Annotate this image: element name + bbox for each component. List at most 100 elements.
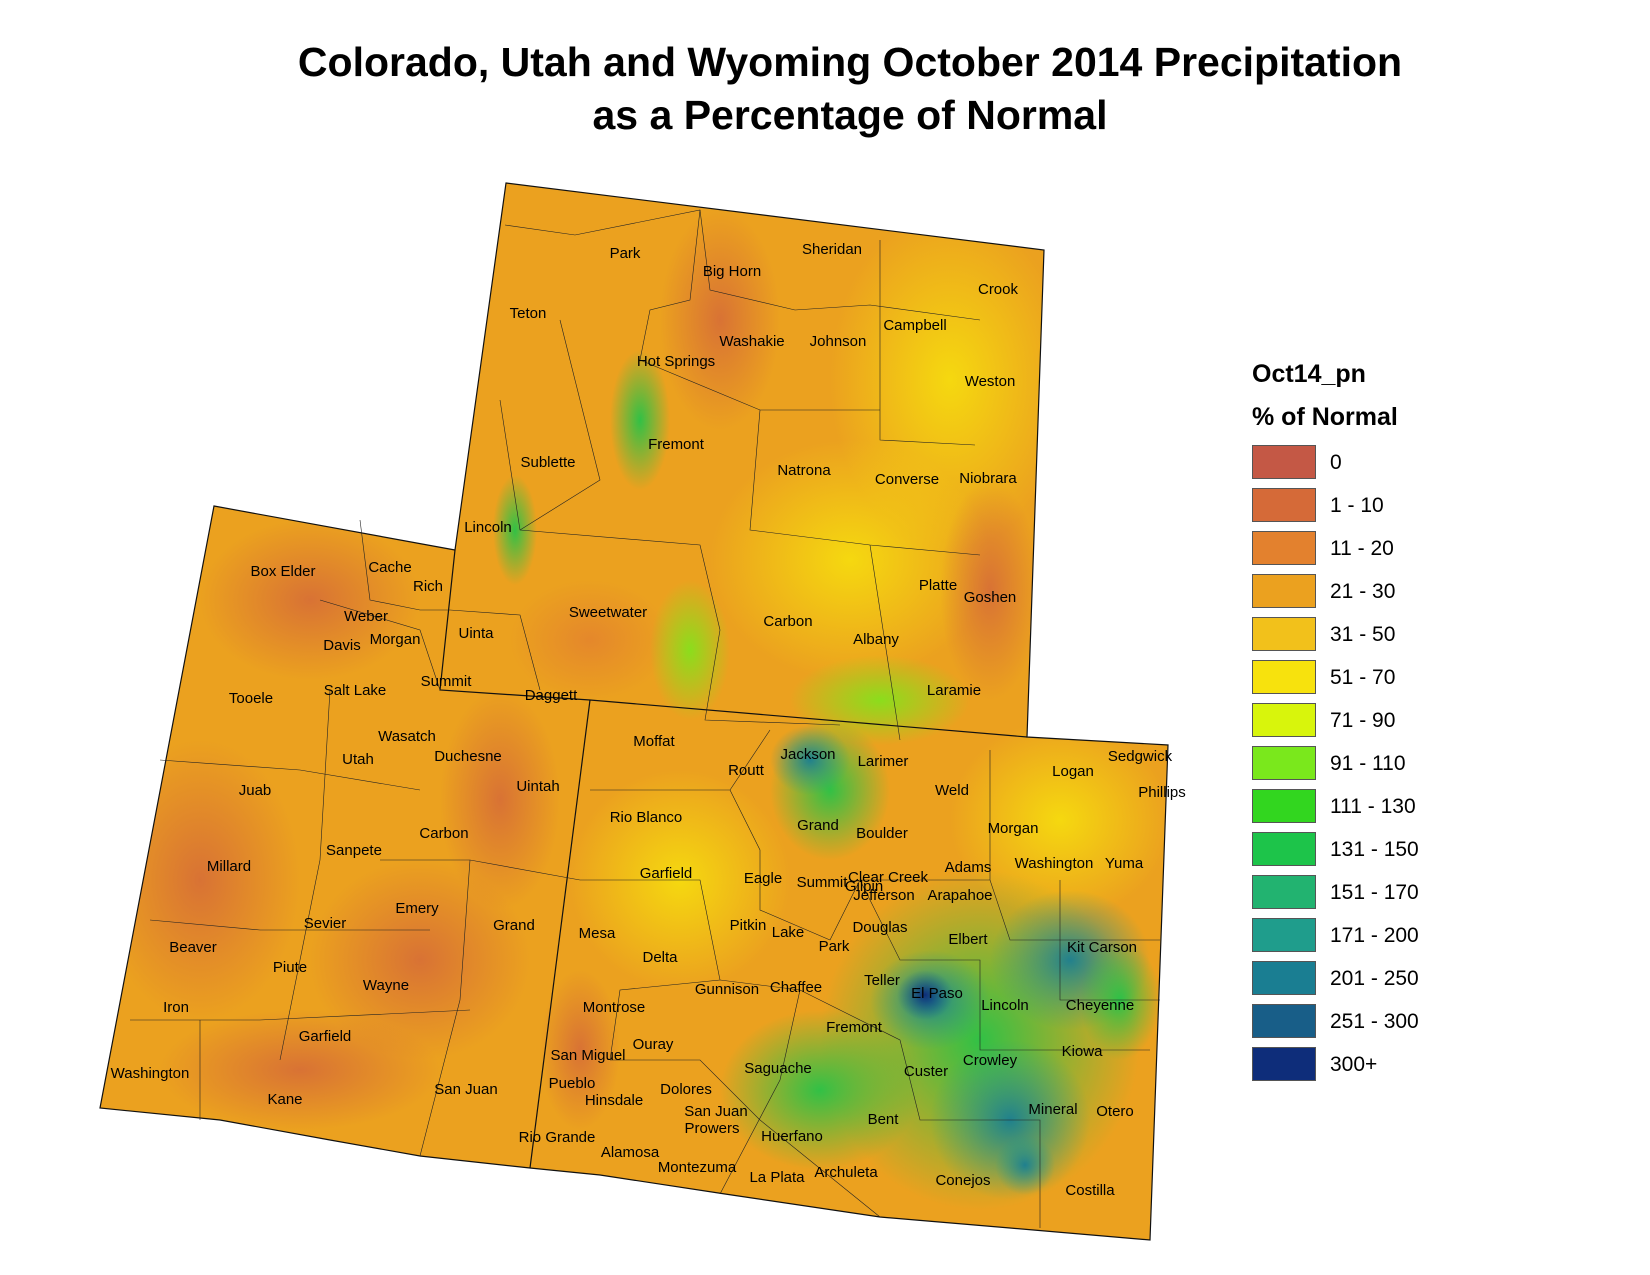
county-label: Lincoln bbox=[981, 997, 1029, 1014]
legend-units: % of Normal bbox=[1252, 403, 1398, 431]
legend-item: 1 - 10 bbox=[1252, 488, 1512, 522]
legend-swatch bbox=[1252, 832, 1316, 866]
county-label: Sedgwick bbox=[1108, 748, 1173, 765]
county-label: Tooele bbox=[229, 690, 273, 707]
county-label: Pueblo bbox=[549, 1075, 596, 1092]
county-label: Phillips bbox=[1138, 784, 1186, 801]
legend-field-name: Oct14_pn bbox=[1252, 360, 1366, 388]
county-label: Box Elder bbox=[250, 563, 315, 580]
legend-item: 21 - 30 bbox=[1252, 574, 1512, 608]
region-outline bbox=[99, 182, 1169, 1241]
county-label: Grand bbox=[493, 917, 535, 934]
legend-item: 111 - 130 bbox=[1252, 789, 1512, 823]
county-label: Chaffee bbox=[770, 979, 822, 996]
county-label: Teller bbox=[864, 972, 900, 989]
county-label: El Paso bbox=[911, 985, 963, 1002]
county-label: Morgan bbox=[988, 820, 1039, 837]
county-label: Lake bbox=[772, 924, 805, 941]
legend-label: 91 - 110 bbox=[1330, 752, 1406, 775]
county-label: Emery bbox=[395, 900, 439, 917]
county-label: Johnson bbox=[810, 333, 867, 350]
legend-label: 300+ bbox=[1330, 1053, 1378, 1076]
county-label: Grand bbox=[797, 817, 839, 834]
legend-swatch bbox=[1252, 875, 1316, 909]
county-label: Goshen bbox=[964, 589, 1017, 606]
county-label: Morgan bbox=[370, 631, 421, 648]
county-label: Arapahoe bbox=[927, 887, 992, 904]
precipitation-raster bbox=[100, 183, 1168, 1240]
county-label: Summit bbox=[797, 874, 849, 891]
legend-label: 111 - 130 bbox=[1330, 795, 1416, 818]
county-label: Adams bbox=[945, 859, 992, 876]
legend-label: 151 - 170 bbox=[1330, 881, 1419, 904]
county-label: Albany bbox=[853, 631, 899, 648]
county-label: Eagle bbox=[744, 870, 782, 887]
county-label: Yuma bbox=[1105, 855, 1144, 872]
legend-label: 201 - 250 bbox=[1330, 967, 1419, 990]
county-label: Fremont bbox=[648, 436, 705, 453]
county-label: Uintah bbox=[516, 778, 559, 795]
county-label: Salt Lake bbox=[324, 682, 387, 699]
legend-item: 11 - 20 bbox=[1252, 531, 1512, 565]
county-label: Alamosa bbox=[601, 1144, 660, 1161]
county-label: Kiowa bbox=[1062, 1043, 1104, 1060]
legend-label: 171 - 200 bbox=[1330, 924, 1419, 947]
county-label: Jefferson bbox=[853, 887, 914, 904]
county-label: Gilpin bbox=[845, 878, 883, 895]
county-label: Costilla bbox=[1065, 1182, 1115, 1199]
county-label: Natrona bbox=[777, 462, 831, 479]
county-label: Garfield bbox=[640, 865, 693, 882]
county-label: Duchesne bbox=[434, 748, 502, 765]
county-boundaries bbox=[130, 209, 1160, 1228]
county-label: Hot Springs bbox=[637, 353, 715, 370]
county-label: Beaver bbox=[169, 939, 217, 956]
county-label: Weber bbox=[344, 608, 388, 625]
county-label: Washington bbox=[1015, 855, 1094, 872]
county-label: Millard bbox=[207, 858, 251, 875]
legend-label: 71 - 90 bbox=[1330, 709, 1396, 732]
county-label: Delta bbox=[642, 949, 678, 966]
county-label: Crowley bbox=[963, 1052, 1018, 1069]
legend-item: 131 - 150 bbox=[1252, 832, 1512, 866]
county-label: Summit bbox=[421, 673, 473, 690]
county-label: La Plata bbox=[749, 1169, 805, 1186]
legend-swatch bbox=[1252, 961, 1316, 995]
county-label: Washakie bbox=[719, 333, 784, 350]
county-label: Iron bbox=[163, 999, 189, 1016]
county-label: Pitkin bbox=[730, 917, 767, 934]
county-label: Washington bbox=[111, 1065, 190, 1082]
county-label: Douglas bbox=[852, 919, 907, 936]
legend-label: 1 - 10 bbox=[1330, 494, 1384, 517]
legend-swatch bbox=[1252, 1004, 1316, 1038]
legend-item: 300+ bbox=[1252, 1047, 1512, 1081]
county-label: Park bbox=[819, 938, 850, 955]
legend-swatch bbox=[1252, 617, 1316, 651]
county-label: Laramie bbox=[927, 682, 981, 699]
county-label: Conejos bbox=[935, 1172, 990, 1189]
county-label: Dolores bbox=[660, 1081, 712, 1098]
county-label: Park bbox=[610, 245, 641, 262]
legend-item: 71 - 90 bbox=[1252, 703, 1512, 737]
legend-item: 171 - 200 bbox=[1252, 918, 1512, 952]
legend-swatch bbox=[1252, 746, 1316, 780]
county-label: Converse bbox=[875, 471, 939, 488]
county-label: Utah bbox=[342, 751, 374, 768]
county-label: Platte bbox=[919, 577, 957, 594]
state-boundaries bbox=[439, 549, 1028, 1169]
county-label: Cheyenne bbox=[1066, 997, 1134, 1014]
legend-item: 251 - 300 bbox=[1252, 1004, 1512, 1038]
legend-swatch bbox=[1252, 703, 1316, 737]
legend-label: 11 - 20 bbox=[1330, 537, 1394, 560]
county-label: Wayne bbox=[363, 977, 409, 994]
county-label: Crook bbox=[978, 281, 1019, 298]
county-label: Prowers bbox=[684, 1120, 739, 1137]
county-label: Piute bbox=[273, 959, 307, 976]
map-title-line-1: Colorado, Utah and Wyoming October 2014 … bbox=[297, 39, 1403, 85]
county-label: Fremont bbox=[826, 1019, 883, 1036]
county-label: Sanpete bbox=[326, 842, 382, 859]
county-label: San Juan bbox=[684, 1103, 747, 1120]
county-label: Boulder bbox=[856, 825, 908, 842]
legend-swatch bbox=[1252, 488, 1316, 522]
legend-item: 0 bbox=[1252, 445, 1512, 479]
